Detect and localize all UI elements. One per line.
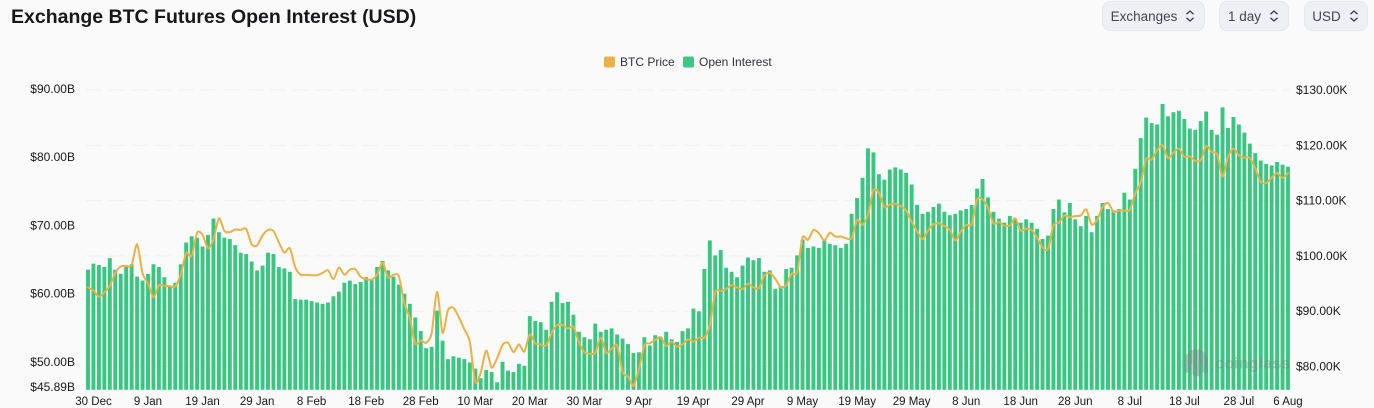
svg-text:9 May: 9 May: [787, 396, 819, 408]
svg-text:$80.00K: $80.00K: [1296, 360, 1341, 374]
svg-text:10 Mar: 10 Mar: [457, 396, 493, 408]
svg-text:6 Aug: 6 Aug: [1273, 396, 1302, 408]
svg-text:28 Feb: 28 Feb: [403, 396, 439, 408]
svg-text:Open Interest: Open Interest: [699, 55, 772, 69]
svg-text:9 Jan: 9 Jan: [134, 396, 162, 408]
svg-text:19 Jan: 19 Jan: [185, 396, 220, 408]
svg-text:19 May: 19 May: [838, 396, 876, 408]
svg-text:28 Jun: 28 Jun: [1058, 396, 1093, 408]
svg-text:$110.00K: $110.00K: [1296, 194, 1347, 208]
svg-text:19 Apr: 19 Apr: [677, 396, 710, 408]
svg-text:28 Jul: 28 Jul: [1224, 396, 1255, 408]
svg-text:$60.00B: $60.00B: [30, 287, 75, 301]
svg-text:29 Apr: 29 Apr: [731, 396, 764, 408]
svg-text:$90.00K: $90.00K: [1296, 304, 1341, 318]
svg-text:18 Jul: 18 Jul: [1169, 396, 1200, 408]
svg-text:$45.89B: $45.89B: [30, 380, 75, 394]
svg-text:$70.00B: $70.00B: [30, 218, 75, 232]
svg-text:coinglass: coinglass: [1215, 356, 1291, 373]
svg-text:29 Jan: 29 Jan: [240, 396, 275, 408]
svg-text:29 May: 29 May: [893, 396, 931, 408]
svg-text:$90.00B: $90.00B: [30, 82, 75, 96]
svg-text:$130.00K: $130.00K: [1296, 83, 1347, 97]
svg-text:$80.00B: $80.00B: [30, 150, 75, 164]
svg-text:BTC Price: BTC Price: [620, 55, 675, 69]
svg-text:8 Feb: 8 Feb: [297, 396, 326, 408]
svg-text:$100.00K: $100.00K: [1296, 249, 1347, 263]
svg-text:9 Apr: 9 Apr: [625, 396, 652, 408]
svg-text:$50.00B: $50.00B: [30, 355, 75, 369]
svg-text:$120.00K: $120.00K: [1296, 138, 1347, 152]
svg-text:30 Mar: 30 Mar: [567, 396, 603, 408]
svg-text:30 Dec: 30 Dec: [75, 396, 112, 408]
svg-text:20 Mar: 20 Mar: [512, 396, 548, 408]
svg-text:8 Jun: 8 Jun: [952, 396, 980, 408]
svg-text:8 Jul: 8 Jul: [1118, 396, 1142, 408]
svg-text:18 Feb: 18 Feb: [348, 396, 384, 408]
svg-text:18 Jun: 18 Jun: [1003, 396, 1038, 408]
